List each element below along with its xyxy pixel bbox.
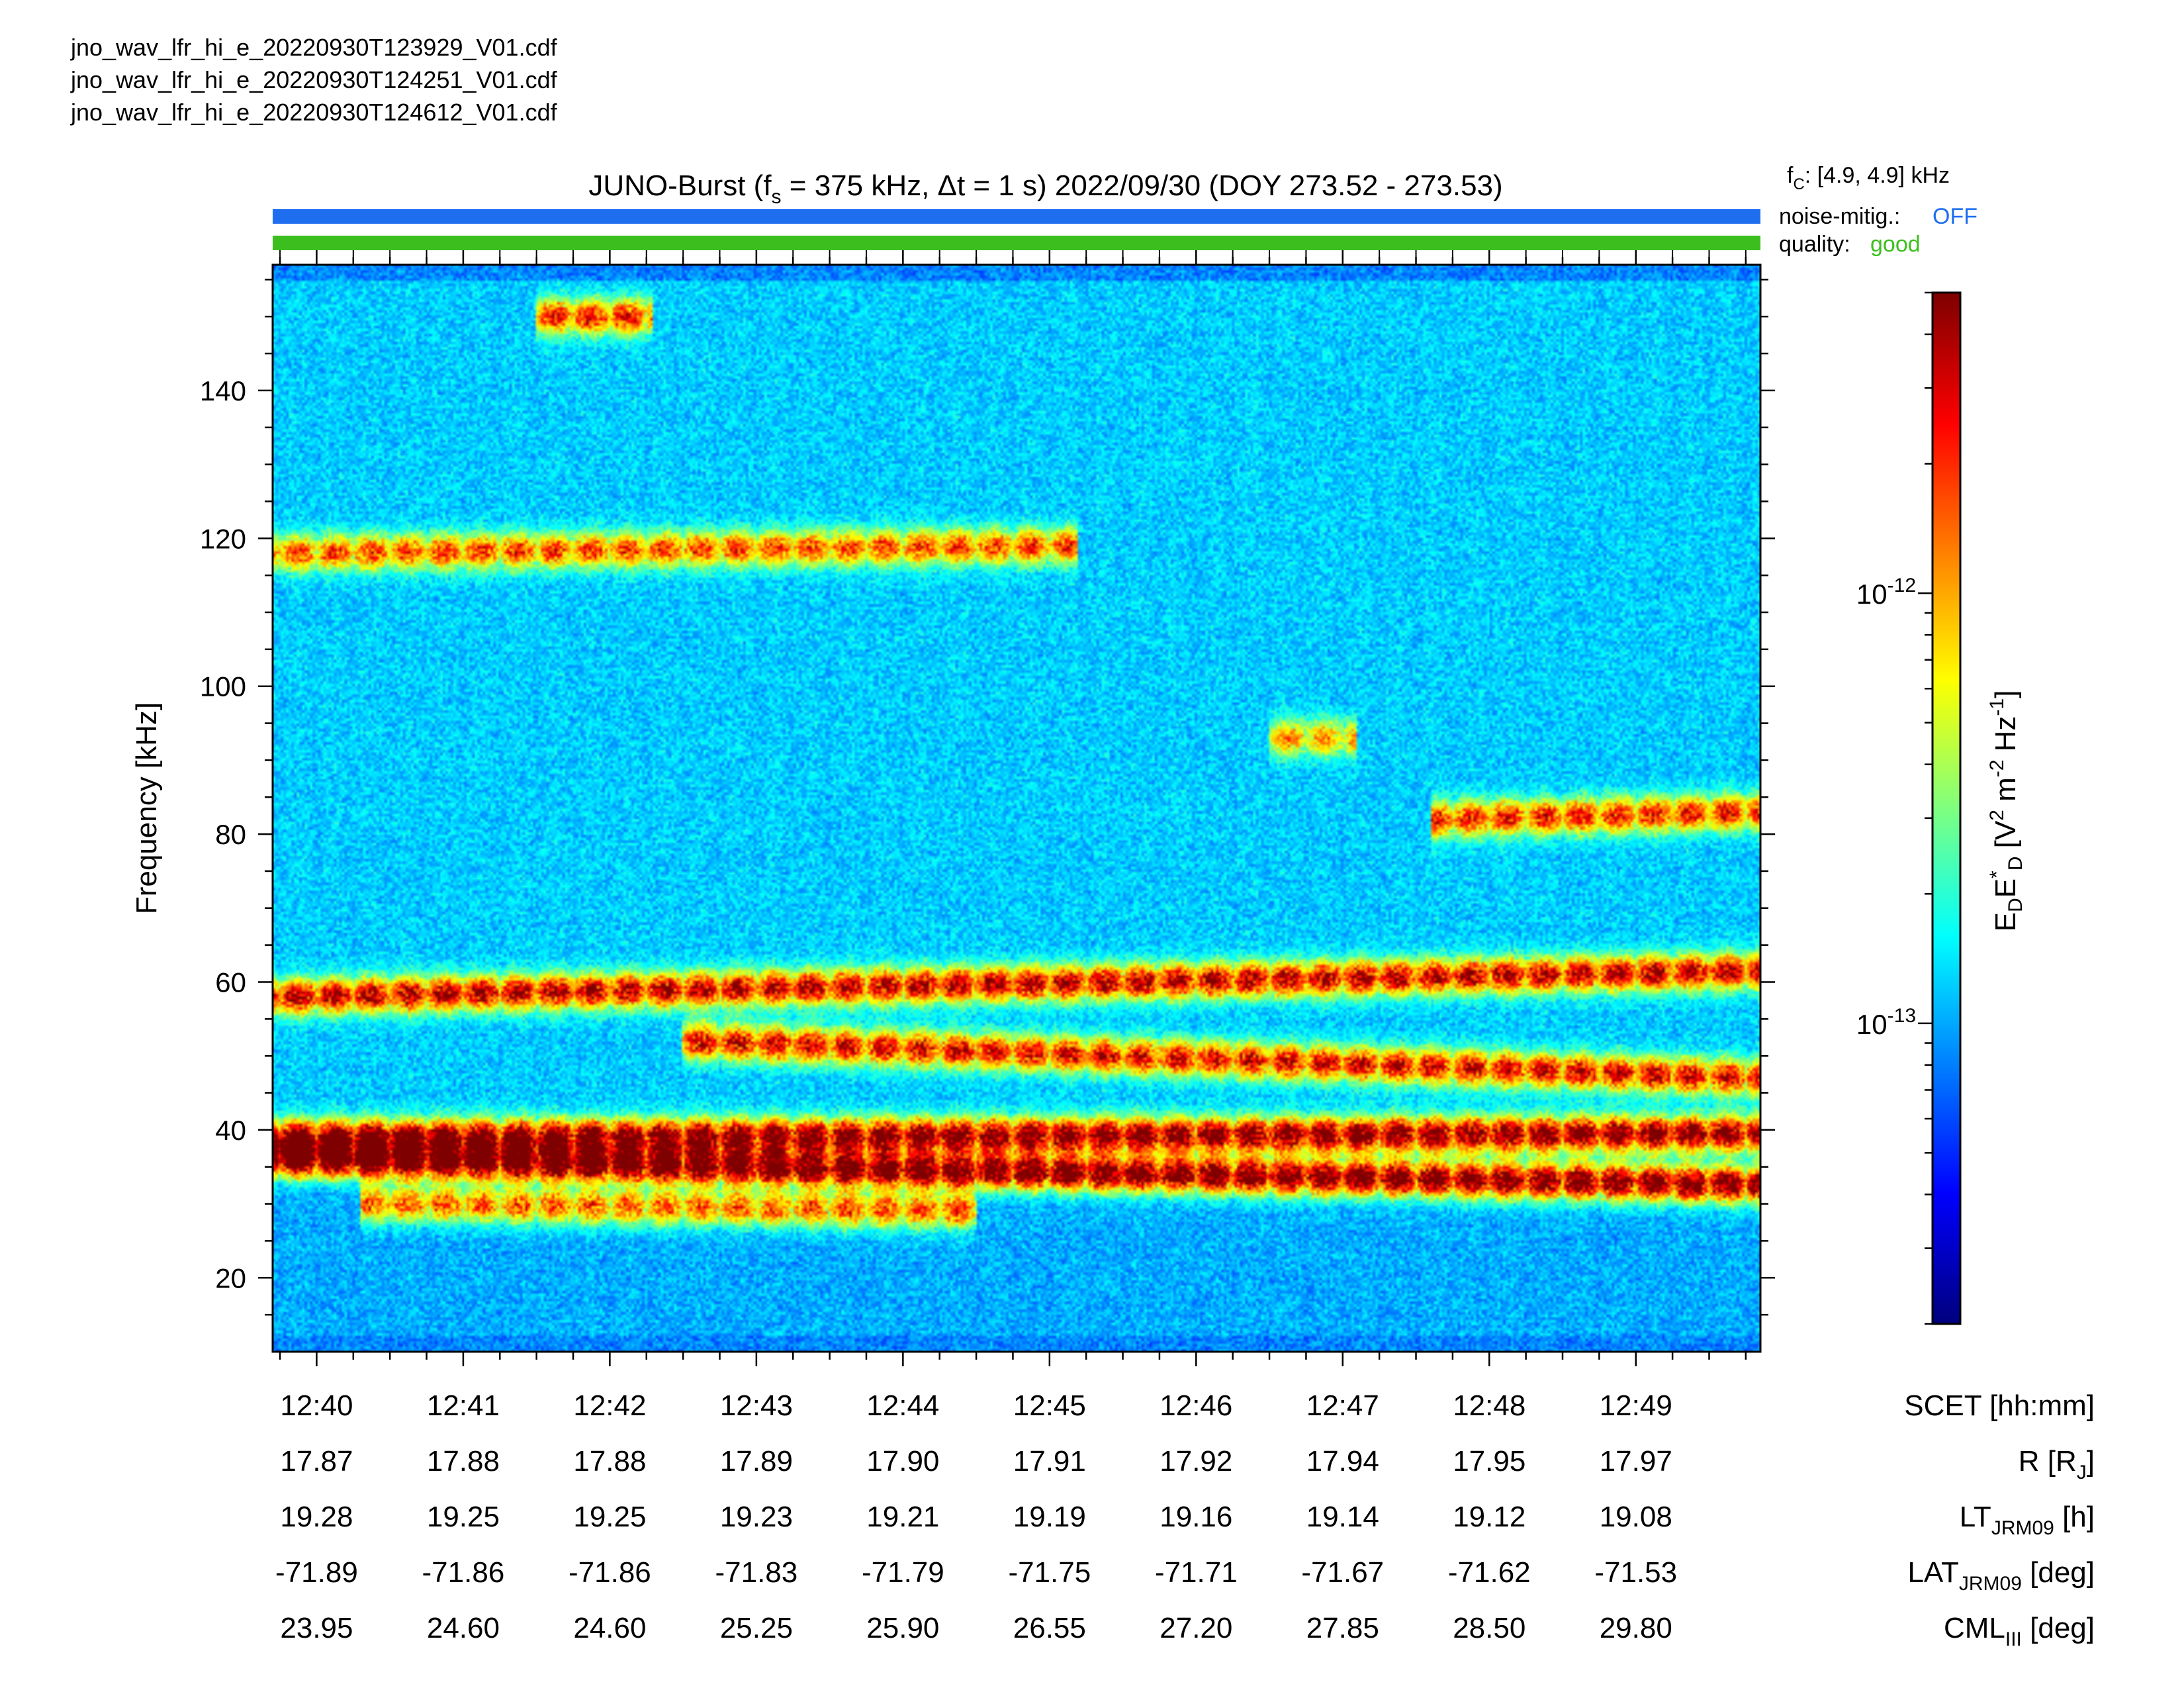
y-tick-label: 80 (215, 819, 246, 850)
ephem-cml-value: 25.25 (720, 1612, 793, 1644)
ephem-lt-value: 19.21 (866, 1501, 939, 1533)
plot-frame (271, 263, 1762, 1353)
y-tick-label: 20 (215, 1262, 246, 1293)
ephem-row-label: LTJRM09 [h] (1960, 1501, 2095, 1539)
ephem-row-label: CMLIII [deg] (1944, 1612, 2095, 1650)
ephem-lat-value: -71.83 (715, 1556, 797, 1589)
x-tick-label: 12:43 (720, 1389, 793, 1422)
ephem-r-value: 17.89 (720, 1445, 793, 1477)
x-tick-label: 12:47 (1306, 1389, 1379, 1422)
noise-mitig-label: noise-mitig.: (1779, 204, 1900, 229)
ephem-lt-value: 19.28 (280, 1501, 353, 1533)
colorbar-gradient (1933, 293, 1960, 1324)
chart-title: JUNO-Burst (fs = 375 kHz, Δt = 1 s) 2022… (588, 169, 1502, 208)
y-tick-label: 100 (200, 671, 246, 702)
x-tick-label: 12:46 (1160, 1389, 1232, 1422)
ephem-lt-value: 19.23 (720, 1501, 793, 1533)
x-tick-label: 12:42 (573, 1389, 646, 1422)
colorbar-tick-label: 10-12 (1856, 575, 1916, 610)
ephem-lat-value: -71.89 (275, 1556, 358, 1589)
ephem-lt-value: 19.25 (427, 1501, 500, 1533)
ephem-lt-value: 19.19 (1013, 1501, 1086, 1533)
colorbar-tick-label: 10-13 (1856, 1005, 1916, 1040)
x-tick-label: 12:40 (280, 1389, 353, 1422)
ephem-lt-value: 19.25 (573, 1501, 646, 1533)
x-tick-label: 12:48 (1453, 1389, 1525, 1422)
y-tick-label: 40 (215, 1115, 246, 1146)
x-tick-label: 12:45 (1013, 1389, 1086, 1422)
ephem-lat-value: -71.67 (1301, 1556, 1384, 1589)
ephem-cml-value: 29.80 (1600, 1612, 1672, 1644)
ephem-r-value: 17.87 (280, 1445, 353, 1477)
ephem-row-label: SCET [hh:mm] (1904, 1389, 2095, 1422)
y-tick-label: 140 (200, 375, 246, 406)
ephem-cml-value: 28.50 (1453, 1612, 1525, 1644)
file-name-2: jno_wav_lfr_hi_e_20220930T124251_V01.cdf (70, 66, 558, 93)
ephem-cml-value: 26.55 (1013, 1612, 1086, 1644)
ephem-cml-value: 27.85 (1306, 1612, 1379, 1644)
ephem-r-value: 17.88 (427, 1445, 500, 1477)
x-tick-label: 12:44 (866, 1389, 939, 1422)
colorbar-ticks: 10-12 10-13 (1856, 291, 1933, 1325)
y-axis-ticks (258, 279, 1775, 1316)
spectrogram-image (273, 265, 1760, 1352)
ephem-cml-value: 24.60 (573, 1612, 646, 1644)
ephem-lt-value: 19.12 (1453, 1501, 1525, 1533)
colorbar-frame (1931, 291, 1962, 1325)
ephem-lt-value: 19.16 (1160, 1501, 1232, 1533)
quality-label: quality: (1779, 232, 1850, 257)
quality-value: good (1870, 232, 1921, 257)
ephem-r-value: 17.95 (1453, 1445, 1525, 1477)
noise-mitig-value: OFF (1933, 204, 1978, 229)
ephem-lat-value: -71.75 (1008, 1556, 1091, 1589)
noise-mitig-bar (273, 209, 1760, 224)
y-axis-tick-labels: 20 40 60 80 100 120 140 (200, 375, 246, 1293)
ephem-lat-value: -71.62 (1448, 1556, 1531, 1589)
ephemeris-table: 12:40 12:41 12:42 12:43 12:44 12:45 12:46 12:47… (275, 1389, 2095, 1650)
x-axis-ticks (279, 250, 1747, 1366)
fc-label: fC: [4.9, 4.9] kHz (1787, 163, 1950, 193)
ephem-lt-value: 19.14 (1306, 1501, 1379, 1533)
ephem-cml-value: 27.20 (1160, 1612, 1232, 1644)
ephem-row-label: R [RJ] (2019, 1445, 2095, 1483)
ephem-r-value: 17.97 (1600, 1445, 1672, 1477)
x-tick-label: 12:41 (427, 1389, 500, 1422)
file-list: jno_wav_lfr_hi_e_20220930T123929_V01.cdf… (70, 34, 558, 126)
ephem-lat-value: -71.86 (569, 1556, 651, 1589)
y-tick-label: 60 (215, 966, 246, 998)
ephem-lat-value: -71.71 (1155, 1556, 1238, 1589)
y-axis-label: Frequency [kHz] (130, 702, 163, 914)
colorbar-label: EDE*D [V2 m-2 Hz-1] (1986, 690, 2026, 932)
ephem-lat-value: -71.86 (422, 1556, 505, 1589)
y-tick-label: 120 (200, 523, 246, 554)
ephem-row-label: LATJRM09 [deg] (1907, 1556, 2095, 1595)
ephem-cml-value: 23.95 (280, 1612, 353, 1644)
quality-bar (273, 236, 1760, 250)
ephem-lat-value: -71.79 (862, 1556, 944, 1589)
ephem-cml-value: 24.60 (427, 1612, 500, 1644)
ephem-lat-value: -71.53 (1594, 1556, 1677, 1589)
ephem-cml-value: 25.90 (866, 1612, 939, 1644)
ephem-r-value: 17.90 (866, 1445, 939, 1477)
x-tick-label: 12:49 (1600, 1389, 1672, 1422)
file-name-1: jno_wav_lfr_hi_e_20220930T123929_V01.cdf (70, 34, 558, 61)
ephem-r-value: 17.94 (1306, 1445, 1379, 1477)
ephem-r-value: 17.92 (1160, 1445, 1232, 1477)
ephem-r-value: 17.88 (573, 1445, 646, 1477)
ephem-lt-value: 19.08 (1600, 1501, 1672, 1533)
file-name-3: jno_wav_lfr_hi_e_20220930T124612_V01.cdf (70, 99, 558, 126)
ephem-r-value: 17.91 (1013, 1445, 1086, 1477)
